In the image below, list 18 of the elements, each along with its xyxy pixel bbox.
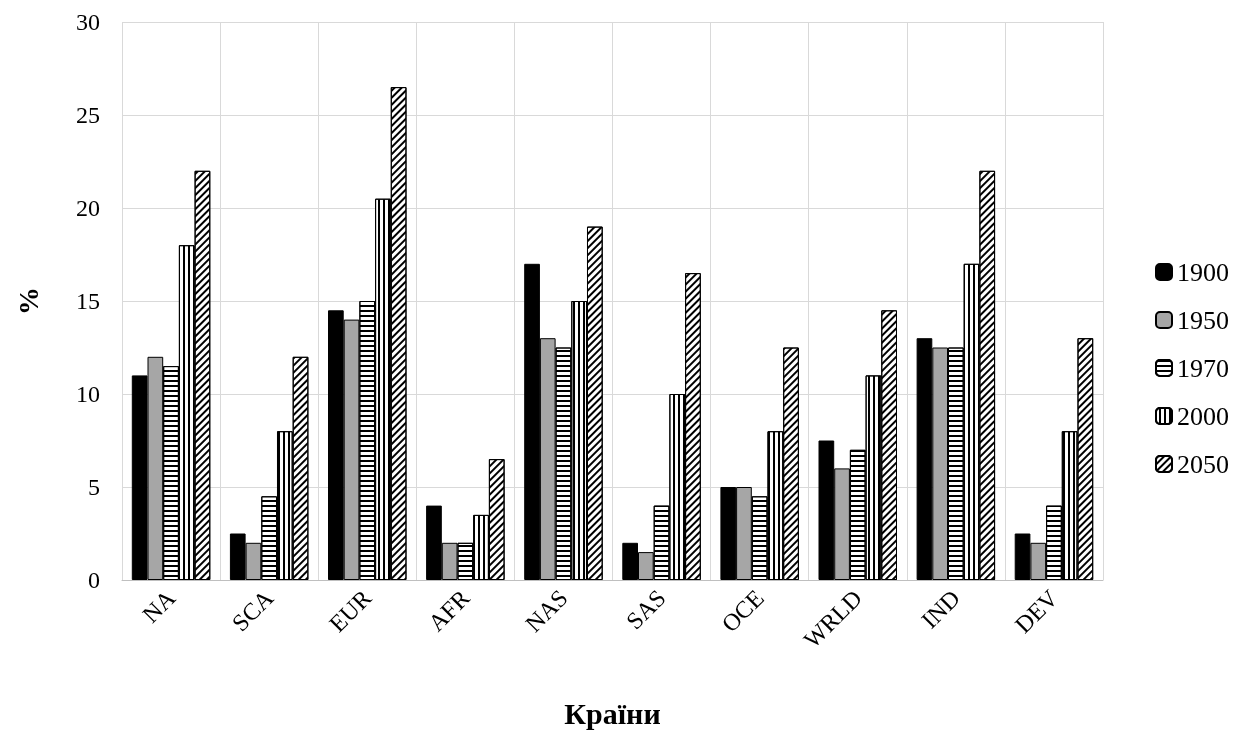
y-tick-label: 20 xyxy=(76,195,100,221)
y-axis-title: % xyxy=(12,287,44,315)
legend-label: 1950 xyxy=(1177,305,1229,335)
x-axis-title: Країни xyxy=(564,696,661,730)
x-tick-label: SAS xyxy=(621,584,671,635)
legend-label: 1900 xyxy=(1177,257,1229,287)
x-tick-label: SCA xyxy=(226,584,279,637)
y-tick-label: 25 xyxy=(76,102,100,128)
y-tick-label: 0 xyxy=(88,567,100,593)
legend-label: 2050 xyxy=(1177,449,1229,479)
x-tick-label: IND xyxy=(916,584,966,634)
legend-label: 2000 xyxy=(1177,401,1229,431)
y-tick-label: 5 xyxy=(88,474,100,500)
legend-label: 1970 xyxy=(1177,353,1229,383)
x-tick-label: NA xyxy=(137,584,181,628)
y-tick-label: 10 xyxy=(76,381,100,407)
y-tick-label: 15 xyxy=(76,288,100,314)
y-tick-label: 30 xyxy=(76,9,100,35)
